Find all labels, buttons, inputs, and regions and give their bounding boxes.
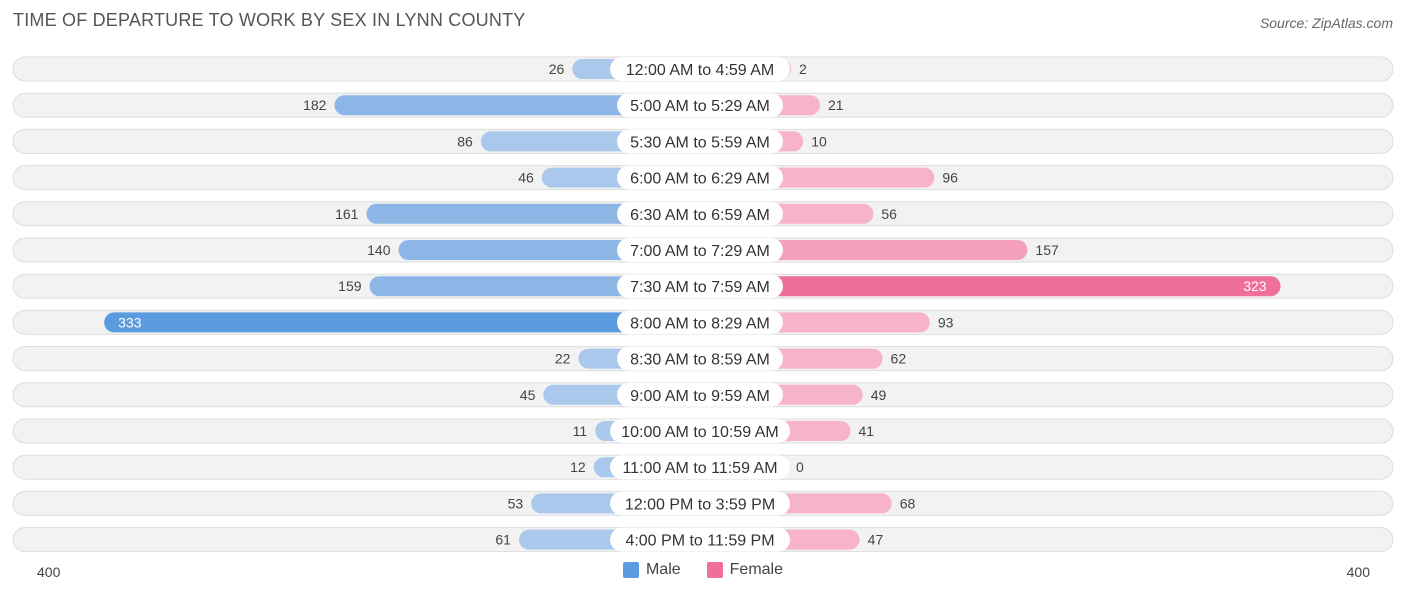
male-bar bbox=[334, 95, 700, 116]
male-value-label: 12 bbox=[570, 459, 586, 475]
legend-label-male: Male bbox=[645, 561, 681, 578]
category-label: 6:30 AM to 6:59 AM bbox=[630, 207, 770, 224]
female-value-label: 157 bbox=[1035, 242, 1059, 258]
female-value-label: 21 bbox=[828, 97, 844, 113]
category-label-background bbox=[617, 165, 783, 190]
chart-title: TIME OF DEPARTURE TO WORK BY SEX IN LYNN… bbox=[13, 10, 526, 30]
category-label: 9:00 AM to 9:59 AM bbox=[630, 388, 770, 405]
male-value-label: 26 bbox=[549, 61, 565, 77]
category-label: 5:30 AM to 5:59 AM bbox=[630, 134, 770, 151]
male-value-label: 46 bbox=[518, 170, 534, 186]
category-label: 8:00 AM to 8:29 AM bbox=[630, 315, 770, 332]
category-label: 11:00 AM to 11:59 AM bbox=[622, 460, 777, 477]
female-value-label: 0 bbox=[796, 459, 804, 475]
female-value-label: 93 bbox=[938, 314, 954, 330]
legend-item-female[interactable]: Female bbox=[706, 561, 784, 579]
source-label: Source: ZipAtlas.com bbox=[1259, 15, 1393, 31]
axis-label-left: 400 bbox=[37, 564, 61, 580]
category-label-background bbox=[617, 201, 783, 226]
category-label: 6:00 AM to 6:29 AM bbox=[630, 171, 770, 188]
category-label-background bbox=[617, 274, 783, 299]
female-value-label: 62 bbox=[891, 351, 907, 367]
male-value-label: 61 bbox=[495, 532, 511, 548]
female-value-label: 41 bbox=[859, 423, 875, 439]
category-label-background bbox=[610, 419, 790, 443]
female-value-label: 10 bbox=[811, 133, 827, 149]
category-label-background bbox=[617, 310, 783, 335]
category-label-background bbox=[617, 382, 783, 407]
male-value-label: 45 bbox=[520, 387, 536, 403]
male-value-label: 86 bbox=[457, 133, 473, 149]
category-label-background bbox=[610, 455, 790, 480]
category-label: 10:00 AM to 10:59 AM bbox=[621, 424, 778, 441]
female-value-label: 47 bbox=[868, 532, 884, 548]
legend-item-male[interactable]: Male bbox=[622, 561, 681, 579]
female-value-label: 68 bbox=[900, 495, 916, 511]
female-value-label: 96 bbox=[942, 170, 958, 186]
legend-label-female: Female bbox=[729, 561, 784, 578]
category-label-background bbox=[617, 129, 783, 154]
legend: Male Female bbox=[0, 561, 1406, 579]
female-value-label: 56 bbox=[881, 206, 897, 222]
category-label-background bbox=[617, 238, 783, 262]
male-bar bbox=[104, 312, 701, 333]
male-bar bbox=[366, 203, 700, 224]
male-value-label: 161 bbox=[335, 206, 359, 222]
category-label: 4:00 PM to 11:59 PM bbox=[625, 533, 774, 550]
male-value-label: 159 bbox=[338, 278, 362, 294]
male-value-label: 333 bbox=[118, 314, 142, 330]
category-label-background bbox=[617, 346, 783, 371]
category-label: 8:30 AM to 8:59 AM bbox=[630, 352, 770, 369]
female-value-label: 49 bbox=[871, 387, 887, 403]
female-value-label: 323 bbox=[1243, 278, 1267, 294]
category-label: 7:00 AM to 7:29 AM bbox=[630, 243, 770, 260]
category-label: 12:00 AM to 4:59 AM bbox=[626, 62, 775, 79]
category-label: 7:30 AM to 7:59 AM bbox=[630, 279, 770, 296]
category-label-background bbox=[610, 57, 790, 81]
female-value-label: 2 bbox=[799, 61, 807, 77]
male-value-label: 140 bbox=[367, 242, 391, 258]
male-swatch bbox=[622, 562, 639, 578]
axis-label-right: 400 bbox=[1347, 564, 1371, 580]
category-label-background bbox=[617, 93, 783, 118]
category-label-background bbox=[610, 527, 790, 552]
category-label: 5:00 AM to 5:29 AM bbox=[630, 98, 770, 115]
male-value-label: 182 bbox=[303, 97, 327, 113]
female-swatch bbox=[706, 562, 723, 578]
male-bar bbox=[369, 276, 700, 297]
male-value-label: 22 bbox=[555, 351, 571, 367]
female-bar bbox=[700, 276, 1281, 297]
category-label-background bbox=[610, 491, 790, 516]
category-label: 12:00 PM to 3:59 PM bbox=[625, 496, 775, 513]
male-value-label: 11 bbox=[573, 423, 588, 439]
male-value-label: 53 bbox=[508, 495, 524, 511]
